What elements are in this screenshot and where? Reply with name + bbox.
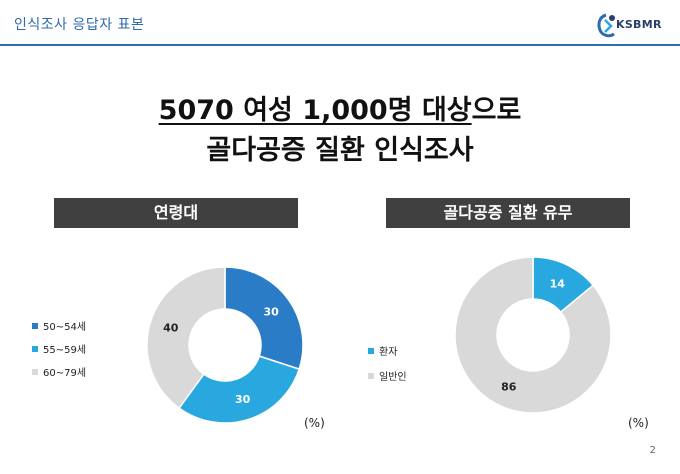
donut-slice-label-0: 14 [550, 277, 566, 290]
donut-slice-label-0: 30 [263, 305, 279, 318]
age-chart-title: 연령대 [54, 198, 298, 228]
legend-swatch [368, 347, 374, 354]
age-donut-chart: 30 30 40 [146, 266, 304, 424]
donut-slice-label-1: 30 [235, 393, 251, 406]
logo-text: KSBMR [616, 18, 662, 31]
legend-item-55-59: 55~59세 [32, 341, 86, 356]
osteoporosis-chart-unit: (%) [628, 416, 649, 430]
legend-item-general: 일반인 [368, 368, 407, 383]
legend-swatch [32, 368, 38, 375]
legend-label: 환자 [379, 347, 398, 358]
legend-swatch [32, 345, 38, 352]
title-underlined-text: 5070 여성 1,000명 대상 [158, 95, 472, 126]
donut-slice-1 [178, 355, 301, 424]
legend-item-50-54: 50~54세 [32, 318, 86, 333]
header-divider [0, 44, 680, 46]
donut-slice-1 [454, 256, 612, 414]
donut-slice-0 [224, 266, 304, 371]
title-suffix-text: 으로 [471, 95, 522, 126]
legend-label: 일반인 [379, 372, 407, 383]
donut-slice-label-2: 40 [163, 321, 179, 334]
legend-label: 50~54세 [43, 322, 87, 333]
legend-swatch [368, 372, 374, 379]
legend-label: 60~79세 [43, 368, 87, 379]
ksbmr-logo [597, 13, 615, 38]
main-title-line2: 골다공증 질환 인식조사 [206, 135, 474, 166]
donut-slice-label-1: 86 [501, 381, 517, 394]
header-title: 인식조사 응답자 표본 [14, 17, 145, 33]
main-title-line1: 5070 여성 1,000명 대상으로 [0, 88, 680, 127]
osteoporosis-donut-chart: 14 86 [454, 256, 612, 414]
legend-label: 55~59세 [43, 345, 87, 356]
age-chart-unit: (%) [304, 416, 325, 430]
osteoporosis-chart-title: 골다공증 질환 유무 [386, 198, 630, 228]
page-number: 2 [649, 445, 656, 456]
legend-item-patient: 환자 [368, 343, 397, 358]
legend-item-60-79: 60~79세 [32, 364, 86, 379]
donut-slice-2 [146, 266, 226, 410]
legend-swatch [32, 322, 38, 329]
